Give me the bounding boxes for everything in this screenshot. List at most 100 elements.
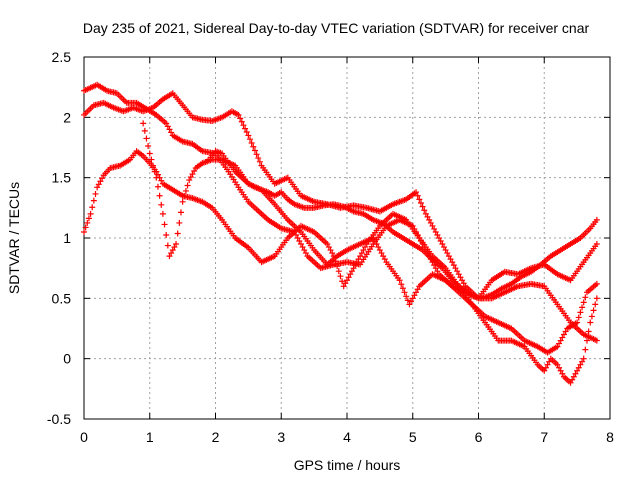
grid — [84, 57, 610, 419]
data-point — [92, 190, 99, 197]
data-point — [542, 364, 549, 371]
data-point — [141, 127, 148, 134]
data-point — [324, 241, 331, 248]
data-point — [302, 250, 309, 257]
data-point — [174, 230, 181, 237]
x-tick-label: 1 — [146, 429, 154, 445]
data-point — [251, 147, 258, 154]
data-point — [158, 201, 165, 208]
data-point — [169, 247, 176, 254]
data-point — [381, 256, 388, 263]
y-tick-label: 0.5 — [52, 290, 72, 306]
data-point — [177, 209, 184, 216]
data-point — [378, 250, 385, 257]
data-point — [243, 129, 250, 136]
data-point — [398, 281, 405, 288]
data-point — [556, 364, 563, 371]
data-point — [562, 328, 569, 335]
data-point — [82, 224, 89, 231]
data-point — [166, 126, 173, 133]
data-point — [593, 216, 600, 223]
data-point — [434, 268, 441, 275]
data-point — [413, 189, 420, 196]
data-point — [151, 168, 158, 175]
data-point — [580, 355, 587, 362]
data-point — [357, 253, 364, 260]
data-point — [161, 221, 168, 228]
data-point — [587, 319, 594, 326]
data-point — [173, 241, 180, 248]
data-point — [163, 231, 170, 238]
data-point — [145, 142, 152, 149]
data-point — [156, 192, 163, 199]
data-point — [577, 309, 584, 316]
data-point — [255, 155, 262, 162]
y-tick-label: -0.5 — [47, 411, 71, 427]
data-point — [340, 283, 347, 290]
data-point — [554, 361, 561, 368]
data-point — [186, 177, 193, 184]
data-point — [590, 307, 597, 314]
data-point — [342, 280, 349, 287]
data-point — [579, 304, 586, 311]
data-point — [250, 143, 257, 150]
data-point — [417, 200, 424, 207]
data-point — [171, 244, 178, 251]
data-point — [457, 274, 464, 281]
data-point — [575, 314, 582, 321]
data-point — [360, 247, 367, 254]
data-point — [242, 125, 249, 132]
data-point — [396, 277, 403, 284]
data-point — [297, 241, 304, 248]
data-point — [424, 213, 431, 220]
data-point — [237, 115, 244, 122]
data-point — [84, 219, 91, 226]
data-point — [431, 225, 438, 232]
data-point — [94, 184, 101, 191]
data-point — [339, 278, 346, 285]
data-point — [593, 241, 600, 248]
data-point — [421, 207, 428, 214]
data-point — [557, 337, 564, 344]
data-marks — [81, 81, 600, 386]
series-1 — [81, 81, 600, 344]
data-point — [416, 196, 423, 203]
data-point — [455, 271, 462, 278]
y-tick-labels: -0.5 0 0.5 1 1.5 2 2.5 — [47, 49, 71, 427]
data-point — [154, 171, 161, 178]
data-point — [579, 358, 586, 365]
data-point — [358, 250, 365, 257]
plot-frame — [83, 56, 611, 420]
data-point — [445, 253, 452, 260]
data-point — [97, 178, 104, 185]
x-axis-label: GPS time / hours — [294, 457, 401, 473]
data-point — [371, 238, 378, 245]
data-point — [442, 247, 449, 254]
data-point — [256, 158, 263, 165]
x-tick-label: 4 — [343, 429, 351, 445]
data-point — [434, 231, 441, 238]
data-point — [353, 259, 360, 266]
data-point — [352, 262, 359, 269]
data-point — [432, 228, 439, 235]
data-point — [345, 274, 352, 281]
data-point — [176, 219, 183, 226]
data-point — [370, 235, 377, 241]
y-tick-label: 1 — [63, 230, 71, 246]
data-point — [99, 175, 106, 182]
data-point — [164, 242, 171, 249]
x-tick-label: 0 — [80, 429, 88, 445]
data-point — [81, 228, 87, 235]
data-point — [294, 235, 301, 241]
data-point — [593, 337, 600, 344]
data-point — [583, 337, 590, 344]
data-point — [454, 268, 461, 275]
y-tick-label: 0 — [63, 351, 71, 367]
data-point — [299, 244, 306, 251]
data-point — [426, 216, 433, 223]
x-tick-label: 6 — [475, 429, 483, 445]
data-point — [427, 219, 434, 226]
data-point — [408, 298, 415, 305]
data-point — [168, 129, 175, 136]
data-point — [85, 215, 92, 222]
